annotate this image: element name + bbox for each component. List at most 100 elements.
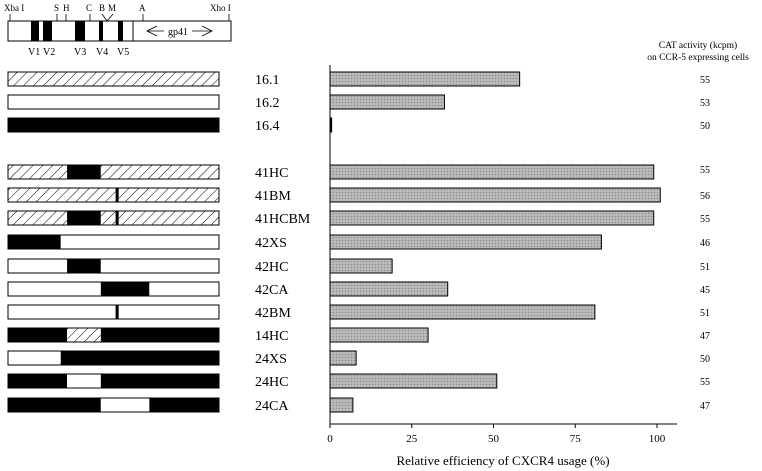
v1-block xyxy=(31,21,39,41)
site-label-c: C xyxy=(86,3,92,13)
construct-segment-black xyxy=(8,398,101,412)
construct-segment-black xyxy=(115,211,119,225)
construct-row: 16.1 55 xyxy=(7,71,710,88)
efficiency-bar xyxy=(329,164,655,180)
site-label-b: B xyxy=(99,3,105,13)
x-tick-label: 75 xyxy=(570,433,582,445)
cat-activity-value: 51 xyxy=(700,308,710,319)
cat-activity-value: 47 xyxy=(700,331,710,342)
construct-segment-black xyxy=(100,374,219,388)
construct-row: 41BM 56 xyxy=(7,187,710,204)
construct-segment-white xyxy=(100,259,219,273)
construct-segment-white xyxy=(8,95,219,109)
construct-label: 42BM xyxy=(255,306,291,321)
construct-segment-hatch xyxy=(8,72,219,86)
construct-map xyxy=(7,397,220,413)
construct-map xyxy=(7,373,220,389)
construct-row: 42BM 51 xyxy=(7,304,710,321)
efficiency-bar xyxy=(329,281,449,297)
construct-outline xyxy=(7,234,220,250)
site-label-s: S xyxy=(54,3,59,13)
x-tick-label: 25 xyxy=(406,433,418,445)
construct-map xyxy=(7,234,220,250)
efficiency-bar xyxy=(329,327,429,343)
site-label-a: A xyxy=(139,3,146,13)
construct-segment-hatch xyxy=(100,211,116,225)
construct-segment-black xyxy=(100,328,219,342)
efficiency-bar xyxy=(329,397,354,413)
construct-label: 14HC xyxy=(255,329,288,344)
construct-outline xyxy=(7,327,220,343)
construct-map xyxy=(7,187,220,203)
construct-outline xyxy=(7,94,220,110)
construct-outline xyxy=(7,71,220,87)
cat-header-line2: on CCR-5 expressing cells xyxy=(647,53,749,63)
efficiency-bar xyxy=(329,373,498,389)
construct-row: 42HC 51 xyxy=(7,258,710,275)
efficiency-bar xyxy=(329,187,661,203)
v3-block xyxy=(75,21,85,41)
construct-row: 16.4 50 xyxy=(7,117,710,134)
construct-label: 42CA xyxy=(255,283,289,298)
construct-map xyxy=(7,210,220,226)
site-tick-b xyxy=(101,13,108,22)
construct-row: 24XS 50 xyxy=(7,350,710,367)
construct-label: 16.4 xyxy=(255,119,280,134)
construct-segment-hatch xyxy=(8,165,68,179)
construct-map xyxy=(7,164,220,180)
construct-outline xyxy=(7,187,220,203)
site-label-xba: Xba I xyxy=(4,3,24,13)
construct-segment-white xyxy=(8,305,116,319)
efficiency-bar xyxy=(329,350,357,366)
construct-segment-black xyxy=(100,282,150,296)
construct-segment-hatch xyxy=(118,188,219,202)
construct-segment-white xyxy=(8,282,101,296)
x-tick-label: 100 xyxy=(649,433,666,445)
construct-label: 16.2 xyxy=(255,96,280,111)
construct-segment-white xyxy=(8,351,61,365)
v2-block xyxy=(43,21,52,41)
efficiency-bar xyxy=(329,94,445,110)
construct-outline xyxy=(7,164,220,180)
gp41-arrow-right-head xyxy=(201,25,213,37)
construct-segment-black xyxy=(149,398,219,412)
construct-segment-black xyxy=(115,305,119,319)
construct-label: 24XS xyxy=(255,352,287,367)
construct-label: 24CA xyxy=(255,399,289,414)
construct-segment-hatch xyxy=(100,165,219,179)
construct-segment-black xyxy=(8,374,68,388)
region-label-v4: V4 xyxy=(96,47,108,58)
construct-label: 41BM xyxy=(255,189,291,204)
region-label-v1: V1 xyxy=(28,47,40,58)
region-label-v3: V3 xyxy=(74,47,86,58)
construct-row: 41HC 55 xyxy=(7,164,710,181)
cat-activity-value: 53 xyxy=(700,98,710,109)
cat-activity-value: 45 xyxy=(700,285,710,296)
cat-header-line1: CAT activity (kcpm) xyxy=(659,40,737,51)
construct-segment-black xyxy=(67,211,101,225)
construct-outline xyxy=(7,117,220,133)
cat-activity-value: 51 xyxy=(700,262,710,273)
x-tick-label: 50 xyxy=(488,433,500,445)
construct-segment-white xyxy=(67,374,101,388)
construct-label: 42HC xyxy=(255,260,288,275)
construct-map xyxy=(7,71,220,87)
construct-row: 24HC 55 xyxy=(7,373,710,390)
construct-segment-hatch xyxy=(8,211,68,225)
construct-map xyxy=(7,94,220,110)
efficiency-bar xyxy=(329,304,596,320)
construct-map xyxy=(7,304,220,320)
construct-segment-white xyxy=(100,398,150,412)
construct-row: 41HCBM 55 xyxy=(7,210,710,227)
construct-segment-white xyxy=(60,235,219,249)
construct-segment-black xyxy=(8,118,219,132)
site-label-xho: Xho I xyxy=(210,3,231,13)
construct-row: 24CA 47 xyxy=(7,397,710,414)
site-tick-m xyxy=(106,13,114,22)
construct-map xyxy=(7,281,220,297)
construct-outline xyxy=(7,373,220,389)
construct-segment-black xyxy=(8,328,68,342)
construct-row: 16.2 53 xyxy=(7,94,710,111)
construct-outline xyxy=(7,281,220,297)
